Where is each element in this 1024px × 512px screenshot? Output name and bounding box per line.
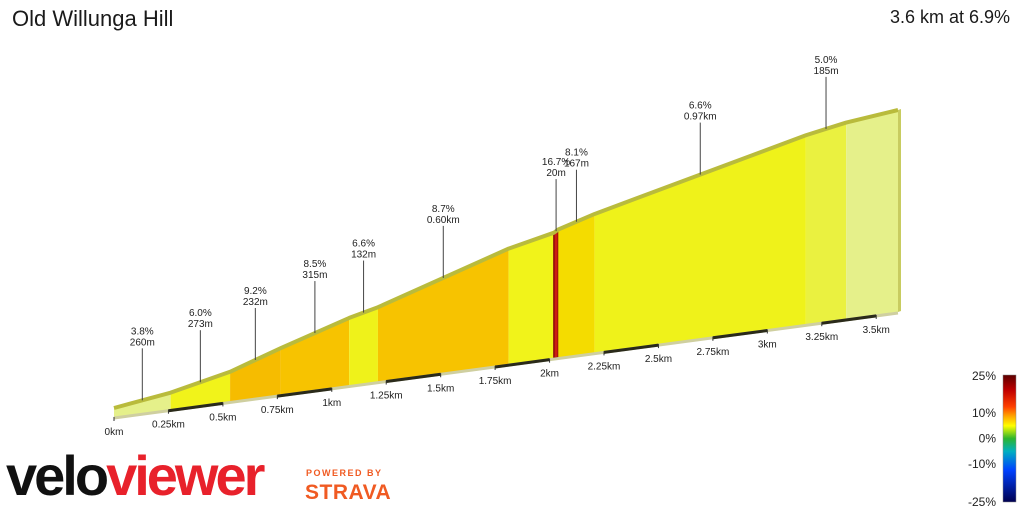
tick-label: 2km [540, 369, 559, 380]
tick-label: 3.25km [805, 332, 838, 343]
colorbar-label: -10% [968, 457, 996, 471]
callout-gradient: 9.2% [244, 286, 267, 297]
colorbar-label: 10% [972, 406, 996, 420]
callout-gradient: 8.5% [304, 259, 327, 270]
strava-logo: STRAVA [305, 481, 392, 504]
profile-ridge [113, 108, 899, 410]
baseline-dash [494, 358, 550, 369]
callout-length: 273m [188, 319, 213, 330]
tick-label: 3km [758, 340, 777, 351]
tick-label: 2.25km [588, 361, 621, 372]
callout-length: 20m [546, 168, 565, 179]
baseline-dash [277, 387, 332, 398]
baseline-dash [386, 372, 441, 384]
profile-top-edge [113, 108, 901, 410]
tick-label: 1.5km [427, 383, 454, 394]
profile-segment [349, 307, 378, 386]
profile-end-face [898, 109, 901, 312]
callout-gradient: 8.7% [432, 204, 455, 215]
profile-segment [170, 371, 231, 410]
tick-label: 1.25km [370, 391, 403, 402]
tick-label: 0km [105, 427, 124, 438]
profile-segment [594, 135, 806, 353]
baseline-dash [168, 401, 224, 413]
callout-gradient: 6.6% [689, 101, 712, 112]
colorbar-label: -25% [968, 495, 996, 509]
gradient-callouts: 3.8%260m6.0%273m9.2%232m8.5%315m6.6%132m… [130, 55, 839, 401]
distance-axis: 0km 0.25km 0.5km 0.75km 1km 1.25km 1.5km 1.75km… [105, 314, 890, 438]
tick-label: 2.75km [696, 347, 729, 358]
callout-length: 0.60km [427, 215, 460, 226]
profile-segment [508, 232, 554, 365]
tick-label: 2.5km [645, 354, 672, 365]
profile-segment [377, 248, 509, 382]
callout-length: 260m [130, 337, 155, 348]
tick-label: 0.25km [152, 420, 185, 431]
callout-gradient: 3.8% [131, 326, 154, 337]
callout-gradient: 6.6% [352, 239, 375, 250]
tick-label: 0.75km [261, 405, 294, 416]
profile-segment [553, 227, 560, 359]
segment-summary: 3.6 km at 6.9% [889, 7, 1010, 27]
callout-gradient: 8.1% [565, 148, 588, 159]
callout-length: 167m [564, 159, 589, 170]
profile-segment [280, 317, 350, 395]
tick-label: 3.5km [863, 325, 890, 336]
baseline-dash [712, 329, 768, 340]
baseline-dash [603, 343, 659, 354]
baseline-dash [821, 314, 877, 325]
callout-length: 315m [302, 270, 327, 281]
callout-gradient: 5.0% [815, 55, 838, 66]
profile-segment [230, 348, 281, 402]
veloviewer-logo: veloviewer [6, 444, 265, 507]
colorbar-label: 25% [972, 369, 996, 383]
callout-length: 0.97km [684, 112, 717, 123]
profile-segment [805, 122, 847, 325]
callout-length: 185m [814, 66, 839, 77]
callout-length: 232m [243, 297, 268, 308]
powered-by-text: POWERED BY [306, 468, 383, 478]
profile-segment [846, 110, 898, 319]
colorbar [1002, 374, 1017, 503]
tick-label: 1.75km [479, 376, 512, 387]
callout-gradient: 6.0% [189, 308, 212, 319]
profile-segment [558, 213, 595, 358]
callout-gradient: 16.7% [542, 157, 570, 168]
colorbar-label: 0% [979, 432, 997, 446]
segment-title: Old Willunga Hill [12, 6, 174, 31]
gradient-colorbar-legend: 25% 10% 0% -10% -25% [968, 369, 1017, 509]
tick-label: 1km [322, 398, 341, 409]
tick-label: 0.5km [209, 412, 236, 423]
callout-length: 132m [351, 250, 376, 261]
profile-segments [114, 110, 898, 417]
